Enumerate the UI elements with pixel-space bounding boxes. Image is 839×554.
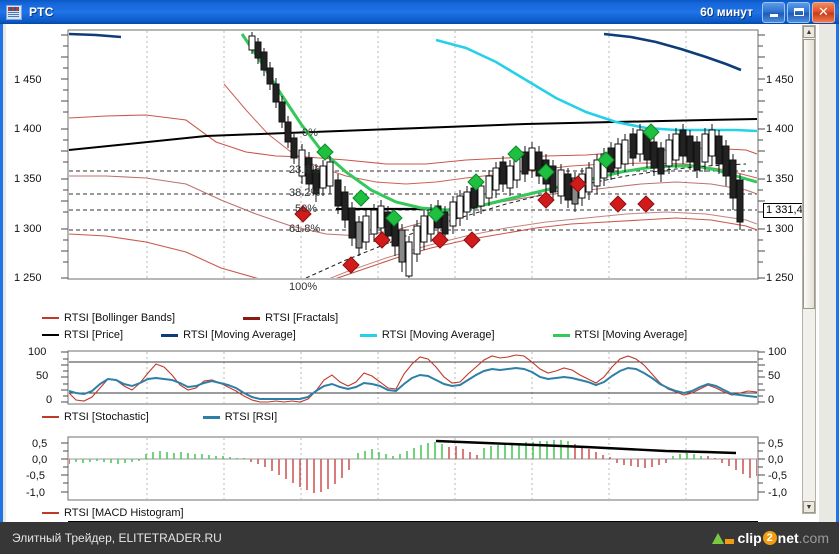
legend-label-macd: RTSI [MACD Histogram] <box>64 507 184 519</box>
window-title: РТС <box>29 5 54 19</box>
maximize-button[interactable] <box>787 1 810 23</box>
timeframe-label: 60 минут <box>700 5 753 19</box>
clip2net-watermark: clip 2 net .com <box>711 530 829 546</box>
macd-legend: RTSI [MACD Histogram] <box>42 507 442 519</box>
legend-item-ma-green[interactable]: RTSI [Moving Average] <box>552 329 688 341</box>
watermark-two-badge: 2 <box>762 531 777 545</box>
legend-swatch-macd-icon <box>42 512 59 514</box>
macd-y-label-right-1: 0,0 <box>768 454 784 466</box>
legend-swatch-price-icon <box>42 334 59 336</box>
macd-y-label-left-1: 0,0 <box>32 454 48 466</box>
price-y-label-left-0: 1 450 <box>14 74 42 86</box>
legend-label-ma-cyan: RTSI [Moving Average] <box>381 329 495 341</box>
price-y-label-left-4: 1 250 <box>14 272 42 284</box>
legend-swatch-ma-navy-icon <box>161 333 179 337</box>
legend-label-price: RTSI [Price] <box>64 329 124 341</box>
title-bar: РТС 60 минут ✕ <box>0 0 839 24</box>
legend-item-rsi[interactable]: RTSI [RSI] <box>202 411 278 423</box>
legend-label-stochastic: RTSI [Stochastic] <box>64 411 149 423</box>
legend-item-bollinger[interactable]: RTSI [Bollinger Bands] <box>42 312 175 324</box>
osc-y-label-right-1: 50 <box>768 370 781 382</box>
macd-y-label-right-2: -0,5 <box>768 470 787 482</box>
price-y-label-right-1: 1 400 <box>766 123 794 135</box>
footer-bar: Элитный Трейдер, ELITETRADER.RU clip 2 n… <box>0 522 839 554</box>
fib-label-618: 61.8% <box>289 223 321 235</box>
macd-y-label-left-0: 0,5 <box>32 438 48 450</box>
legend-label-ma-navy: RTSI [Moving Average] <box>183 329 296 341</box>
price-y-label-right-4: 1 250 <box>766 272 794 284</box>
title-bar-right: 60 минут ✕ <box>700 1 839 23</box>
legend-swatch-bollinger-icon <box>42 317 59 319</box>
macd-pane: 0,5 0,0 -0,5 -1,0 0,5 0,0 -0,5 -1,0 <box>6 432 801 504</box>
minimize-icon <box>769 13 778 17</box>
legend-swatch-ma-green-icon <box>552 333 570 337</box>
chart-app-icon <box>6 4 22 20</box>
footer-credit: Элитный Трейдер, ELITETRADER.RU <box>12 531 222 545</box>
upload-arrow-icon <box>711 532 724 544</box>
legend-swatch-fractals-icon <box>243 316 261 320</box>
fib-label-0: 0% <box>302 127 318 139</box>
osc-y-label-left-0: 100 <box>28 346 47 358</box>
legend-label-rsi: RTSI [RSI] <box>224 411 278 423</box>
macd-y-label-left-2: -0,5 <box>26 470 45 482</box>
upload-base-icon <box>724 538 734 544</box>
price-y-label-right-0: 1 450 <box>766 74 794 86</box>
legend-label-fractals: RTSI [Fractals] <box>265 312 339 324</box>
fib-label-100: 100% <box>289 281 318 293</box>
close-button[interactable]: ✕ <box>812 1 835 23</box>
legend-item-fractals[interactable]: RTSI [Fractals] <box>243 312 338 324</box>
chevron-up-icon: ▲ <box>805 28 813 36</box>
osc-y-label-left-2: 0 <box>46 394 53 406</box>
price-y-label-left-2: 1 350 <box>14 173 42 185</box>
price-legend-row1: RTSI [Bollinger Bands] RTSI [Fractals] <box>42 312 782 324</box>
scroll-up-button[interactable]: ▲ <box>803 26 815 38</box>
legend-swatch-ma-cyan-icon <box>359 333 377 337</box>
macd-y-label-right-3: -1,0 <box>768 487 787 499</box>
price-y-label-left-1: 1 400 <box>14 123 42 135</box>
fib-label-50: 50% <box>295 203 318 215</box>
osc-y-label-right-0: 100 <box>768 346 787 358</box>
vertical-scrollbar[interactable]: ▲ ▼ <box>802 25 816 514</box>
macd-y-label-left-3: -1,0 <box>26 487 45 499</box>
watermark-com-text: .com <box>798 530 829 546</box>
fractal-markers <box>294 123 660 274</box>
window-client-area: 1 450 1 400 1 350 1 300 1 250 1 450 1 40… <box>0 24 839 548</box>
legend-item-macd[interactable]: RTSI [MACD Histogram] <box>42 507 184 519</box>
minimize-button[interactable] <box>762 1 785 23</box>
price-plot-svg <box>61 29 765 280</box>
price-pane: 1 450 1 400 1 350 1 300 1 250 1 450 1 40… <box>6 24 806 293</box>
fib-label-236: 23.6% <box>289 164 321 176</box>
fib-label-382: 38.2% <box>289 187 321 199</box>
legend-item-ma-navy[interactable]: RTSI [Moving Average] <box>161 329 296 341</box>
legend-item-stochastic[interactable]: RTSI [Stochastic] <box>42 411 149 423</box>
close-icon: ✕ <box>818 4 829 20</box>
watermark-net-text: net <box>777 530 799 546</box>
oscillator-plot-svg <box>61 350 765 405</box>
legend-item-ma-cyan[interactable]: RTSI [Moving Average] <box>359 329 495 341</box>
macd-plot-svg <box>61 436 765 501</box>
legend-swatch-rsi-icon <box>202 415 220 419</box>
legend-label-bollinger: RTSI [Bollinger Bands] <box>64 312 176 324</box>
osc-y-label-right-2: 0 <box>768 394 775 406</box>
price-y-label-left-3: 1 300 <box>14 223 42 235</box>
oscillator-pane: 100 50 0 100 50 0 <box>6 346 801 408</box>
price-y-label-right-2: 1 350 <box>766 173 794 185</box>
maximize-icon <box>793 8 804 16</box>
watermark-clip-text: clip <box>737 530 762 546</box>
chevron-down-icon: ▼ <box>805 503 813 511</box>
osc-y-label-left-1: 50 <box>36 370 49 382</box>
price-y-label-right-3: 1 300 <box>766 223 794 235</box>
chart-sheet: 1 450 1 400 1 350 1 300 1 250 1 450 1 40… <box>6 24 819 548</box>
scrollbar-thumb[interactable] <box>803 39 815 309</box>
scroll-down-button[interactable]: ▼ <box>803 501 815 513</box>
current-price-tag: 1 331,4 <box>763 203 806 218</box>
oscillator-legend: RTSI [Stochastic] RTSI [RSI] <box>42 411 542 423</box>
legend-swatch-stochastic-icon <box>42 416 59 418</box>
legend-label-ma-green: RTSI [Moving Average] <box>574 329 688 341</box>
price-legend-row2: RTSI [Price] RTSI [Moving Average] RTSI … <box>42 329 802 341</box>
legend-item-price[interactable]: RTSI [Price] <box>42 329 123 341</box>
macd-y-label-right-0: 0,5 <box>768 438 784 450</box>
